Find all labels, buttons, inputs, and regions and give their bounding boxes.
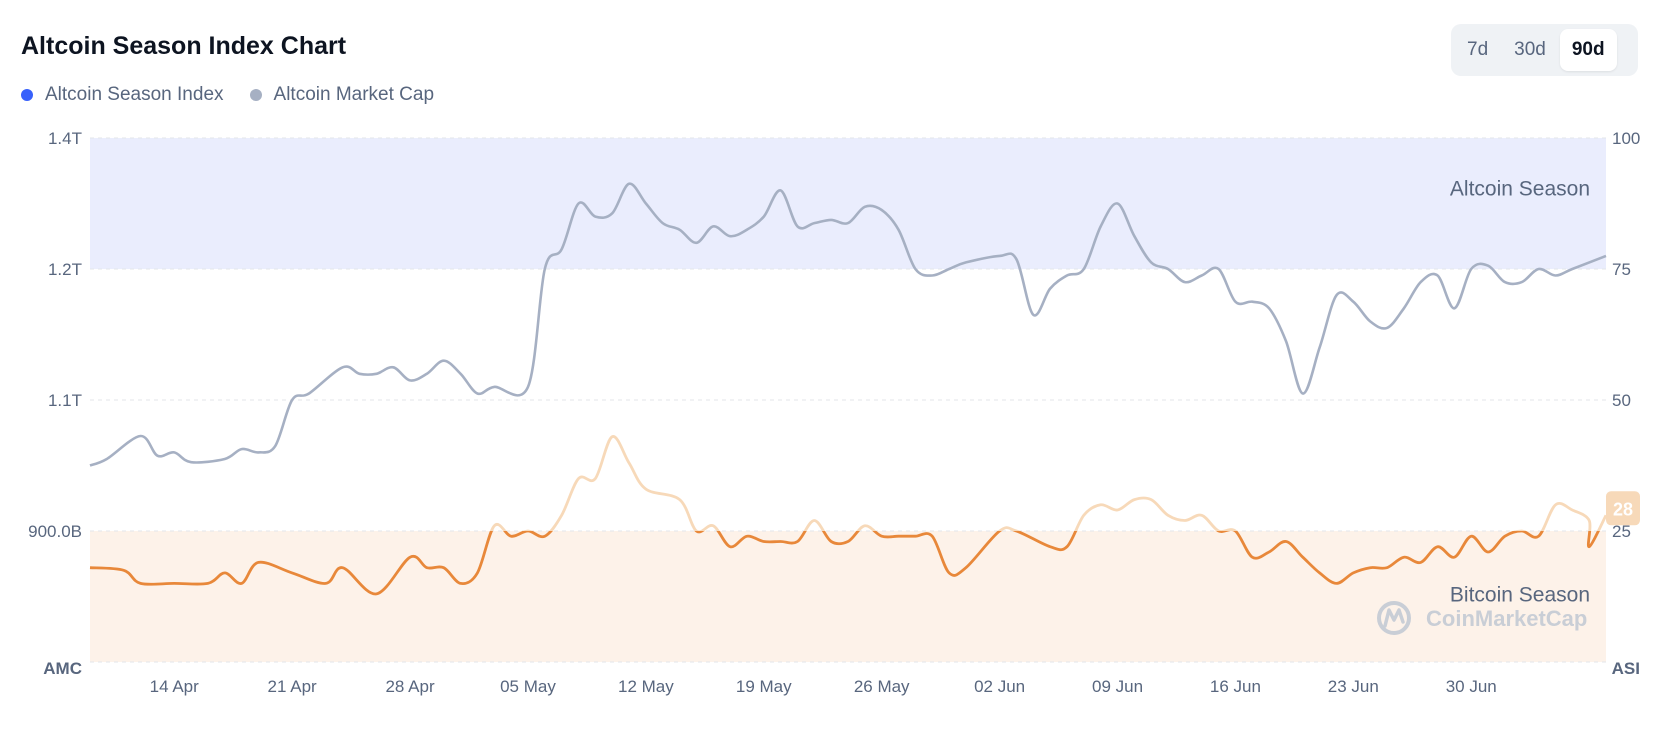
watermark-text: CoinMarketCap xyxy=(1426,606,1587,631)
legend-item-altcoin-market-cap[interactable]: Altcoin Market Cap xyxy=(249,84,435,106)
x-axis-tick-label: 19 May xyxy=(736,677,792,696)
x-axis-tick-label: 30 Jun xyxy=(1446,677,1497,696)
right-axis-tick-label: 75 xyxy=(1612,260,1631,279)
legend-dot-market-cap xyxy=(249,89,262,101)
right-axis-tick-label: 25 xyxy=(1612,522,1631,541)
range-button-90d[interactable]: 90d xyxy=(1559,29,1617,71)
x-axis-tick-label: 23 Jun xyxy=(1328,677,1379,696)
left-axis-ticks: 1.4T 1.2T 1.1T 900.0B xyxy=(28,129,82,541)
last-value-badge-bg xyxy=(1606,491,1640,526)
left-axis-tick-label: 900.0B xyxy=(28,522,82,541)
bitcoin-season-label: Bitcoin Season xyxy=(1450,584,1590,607)
last-value-badge-text: 28 xyxy=(1613,499,1633,519)
series-lines xyxy=(89,182,1608,596)
x-axis-tick-label: 12 May xyxy=(618,677,674,696)
coinmarketcap-logo-icon xyxy=(1377,601,1411,635)
x-axis-tick-label: 16 Jun xyxy=(1210,677,1261,696)
left-axis-tick-label: 1.2T xyxy=(48,260,82,279)
legend-dot-index xyxy=(21,89,33,101)
right-axis-title: ASI xyxy=(1612,659,1640,678)
x-axis-tick-label: 14 Apr xyxy=(150,677,199,696)
x-axis-tick-label: 26 May xyxy=(854,677,910,696)
x-axis-tick-label: 02 Jun xyxy=(974,677,1025,696)
x-axis-tick-label: 09 Jun xyxy=(1092,677,1143,696)
right-axis-tick-label: 50 xyxy=(1612,391,1631,410)
left-axis-tick-label: 1.1T xyxy=(48,391,82,410)
x-axis-tick-label: 05 May xyxy=(500,677,556,696)
range-button-7d[interactable]: 7d xyxy=(1455,29,1500,71)
right-axis-ticks: 100 75 50 25 xyxy=(1612,129,1640,541)
altcoin-season-label: Altcoin Season xyxy=(1450,178,1590,201)
left-axis-tick-label: 1.4T xyxy=(48,129,82,148)
x-axis-tick-label: 21 Apr xyxy=(268,677,317,696)
coinmarketcap-logo-mark-icon xyxy=(1383,608,1405,628)
range-button-30d[interactable]: 30d xyxy=(1502,29,1558,71)
chart-legend: Altcoin Season Index Altcoin Market Cap xyxy=(21,84,434,106)
legend-label: Altcoin Season Index xyxy=(45,84,224,105)
left-axis-title: AMC xyxy=(43,659,82,678)
page-title: Altcoin Season Index Chart xyxy=(21,32,347,60)
legend-item-altcoin-season-index[interactable]: Altcoin Season Index xyxy=(21,84,224,106)
range-toggle: 7d 30d 90d xyxy=(1451,24,1638,76)
legend-label: Altcoin Market Cap xyxy=(273,84,435,105)
x-axis-ticks: 14 Apr 21 Apr 28 Apr 05 May 12 May 19 May 26 M… xyxy=(150,677,1497,696)
index-line xyxy=(89,531,1600,596)
market-cap-line xyxy=(89,182,1607,467)
bitcoin-season-zone xyxy=(90,531,1606,662)
last-value-badge: 28 xyxy=(1606,491,1640,526)
coinmarketcap-watermark: CoinMarketCap xyxy=(1377,601,1587,635)
x-axis-tick-label: 28 Apr xyxy=(385,677,434,696)
altcoin-season-zone xyxy=(90,138,1606,269)
right-axis-tick-label: 100 xyxy=(1612,129,1640,148)
